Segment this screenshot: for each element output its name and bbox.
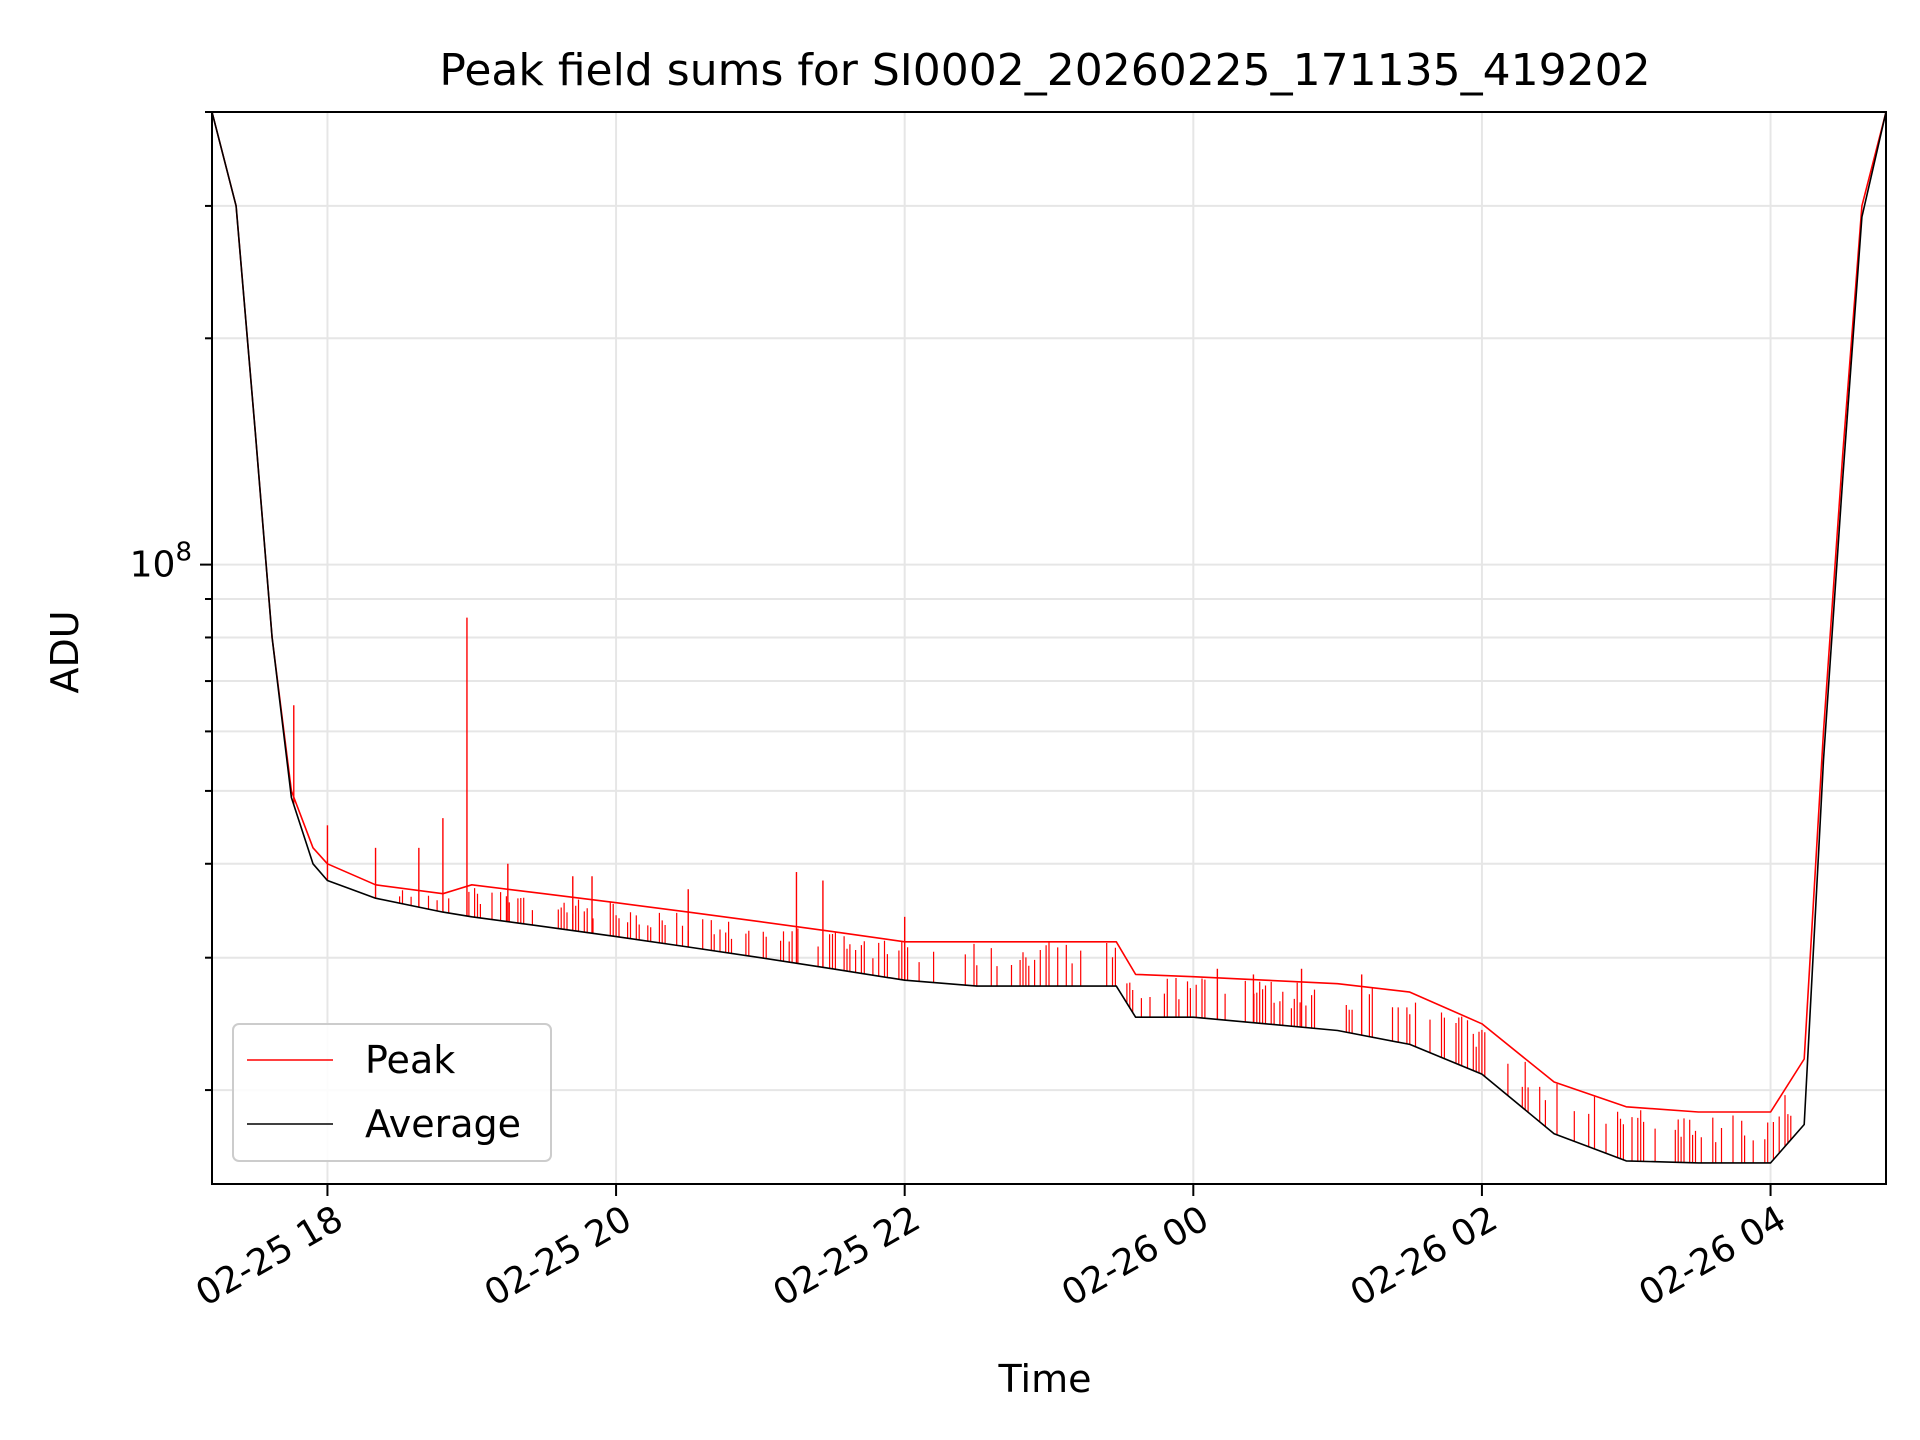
plot-frame [211, 111, 1887, 1185]
legend-label-peak: Peak [365, 1038, 455, 1082]
y-tick-label-exponent: 8 [175, 538, 192, 568]
legend: Peak Average [232, 1023, 552, 1162]
x-axis-title: Time [998, 1357, 1092, 1401]
y-axis: 108 [130, 111, 212, 1092]
y-tick-label-major: 108 [130, 538, 192, 586]
series-layer [212, 112, 1886, 1164]
legend-label-average: Average [365, 1102, 521, 1146]
y-axis-title: ADU [43, 610, 87, 693]
chart-title: Peak field sums for SI0002_20260225_1711… [439, 45, 1650, 96]
y-tick-label-base: 10 [130, 545, 176, 586]
legend-box [232, 1023, 552, 1162]
series-group [212, 112, 1886, 1164]
series-line-peak [212, 112, 1886, 1113]
grid [212, 111, 1886, 1184]
series-line-average [212, 112, 1886, 1164]
